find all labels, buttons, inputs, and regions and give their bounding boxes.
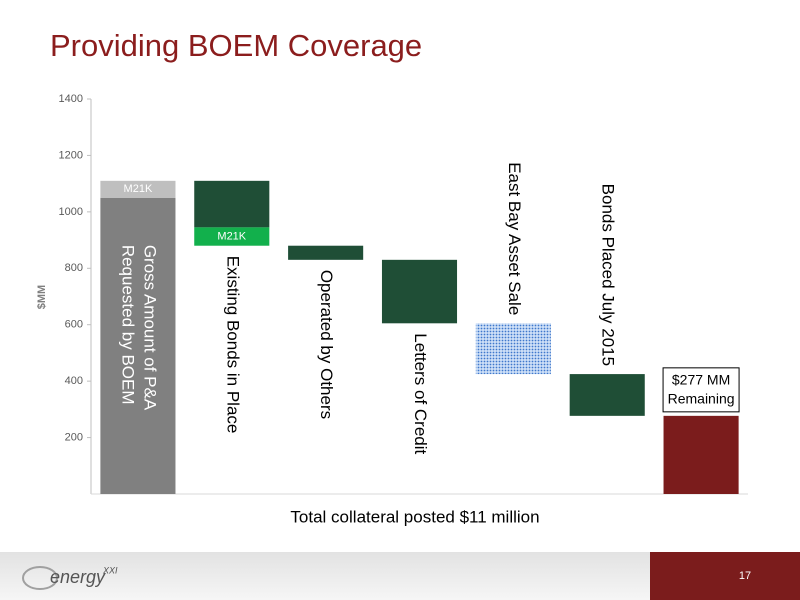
bar-segment (288, 245, 364, 260)
segment-label: M21K (217, 230, 246, 242)
bar-segment (475, 323, 551, 375)
bar-label: Operated by Others (317, 270, 336, 419)
bar-label: Requested by BOEM (118, 245, 137, 405)
callout-label: Remaining (668, 391, 735, 407)
bar-segment (663, 415, 739, 494)
logo-text: energy (50, 567, 106, 587)
callout-box (662, 367, 740, 413)
bar-segment (194, 180, 270, 228)
y-axis-label: $MM (36, 285, 48, 309)
slide-title: Providing BOEM Coverage (50, 28, 422, 63)
logo-swoosh (22, 566, 58, 590)
y-tick-label: 400 (65, 375, 83, 387)
bar-label: Existing Bonds in Place (223, 256, 242, 434)
y-tick-label: 200 (65, 431, 83, 443)
segment-label: M21K (124, 183, 153, 195)
logo-mark: XXI (102, 565, 118, 575)
footer-page-box (650, 552, 800, 600)
bar-label: Bonds Placed July 2015 (599, 184, 618, 366)
bar-label: Letters of Credit (411, 333, 430, 454)
callout-value: $277 MM (672, 372, 730, 388)
y-tick-label: 1400 (59, 93, 83, 105)
bar-segment (100, 180, 176, 198)
x-axis-label: Total collateral posted $11 million (290, 507, 539, 526)
y-tick-label: 1000 (59, 206, 83, 218)
bar-segment (569, 374, 645, 416)
y-tick-label: 800 (65, 262, 83, 274)
y-tick-label: 600 (65, 319, 83, 331)
bar-segment (194, 227, 270, 246)
bar-segment (100, 197, 176, 494)
bar-label: East Bay Asset Sale (505, 162, 524, 315)
y-tick-label: 1200 (59, 149, 83, 161)
bar-label: Gross Amount of P&A (140, 245, 159, 411)
bar-segment (381, 259, 458, 324)
footer-band (0, 552, 650, 600)
page-number: 17 (739, 570, 751, 582)
